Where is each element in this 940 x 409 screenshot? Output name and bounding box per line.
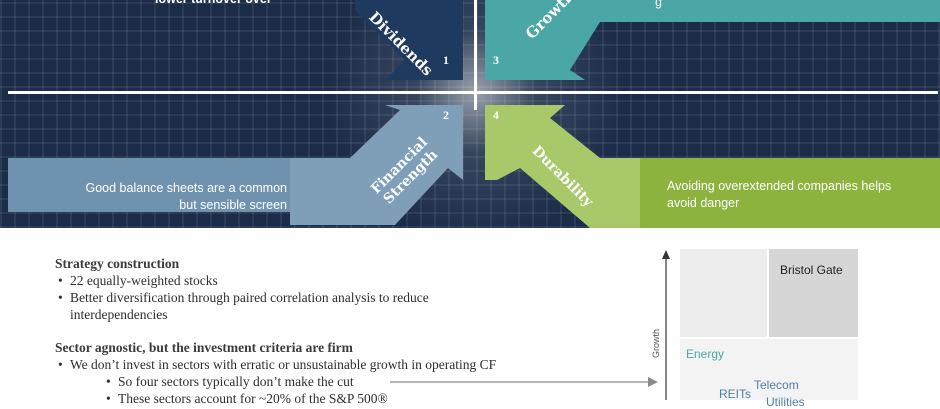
sector-bullet: We don’t invest in sectors with erratic … (55, 356, 635, 373)
strategy-bullet: Better diversification through paired co… (55, 289, 615, 306)
quadrant-4-description: Avoiding overextended companies helps av… (667, 178, 927, 212)
top-left-text: lower turnover over (155, 0, 272, 8)
cross-vertical-line (474, 0, 477, 110)
sector-sub-bullet: So four sectors typically don’t make the… (55, 373, 635, 390)
matrix-cell-top-right: Bristol Gate (769, 249, 858, 337)
quadrant-2-desc-line2: but sensible screen (179, 198, 287, 212)
matrix-cell-top-left (680, 249, 767, 337)
quadrant-2-desc-line1: Good balance sheets are a common (85, 181, 287, 195)
energy-label: Energy (686, 347, 725, 361)
reits-label: REITs (719, 387, 752, 401)
telecom-label: Telecom (754, 378, 799, 392)
sector-heading: Sector agnostic, but the investment crit… (55, 340, 353, 355)
quadrant-2-number: 2 (443, 108, 449, 122)
hero-graphic: lower turnover over Dividends 1 Growth 3… (0, 0, 940, 228)
quadrant-4-desc-line1: Avoiding overextended companies helps (667, 179, 892, 193)
growth-axis-arrow (662, 250, 670, 400)
sector-sub-bullet: These sectors account for ~20% of the S&… (55, 390, 635, 407)
quadrant-4-arrow (485, 105, 640, 228)
matrix-cell-bottom: Energy Telecom REITs Utilities (680, 339, 858, 409)
growth-axis-label: Growth (651, 328, 661, 358)
quadrant-3-number: 3 (493, 53, 499, 67)
quadrant-2-description: Good balance sheets are a common but sen… (72, 180, 287, 214)
quadrant-4-band (640, 158, 940, 228)
quadrant-4-number: 4 (493, 108, 499, 122)
cross-star-icon (466, 83, 485, 102)
strategy-bullet: 22 equally-weighted stocks (55, 272, 615, 289)
hero-arrows (8, 0, 940, 228)
sector-section: Sector agnostic, but the investment crit… (55, 339, 635, 407)
quadrant-1-number: 1 (443, 53, 449, 67)
quadrant-4-desc-line2: avoid danger (667, 196, 740, 210)
strategy-heading: Strategy construction (55, 256, 180, 271)
quadrant-2-band (8, 158, 290, 212)
strategy-bullet-continuation: interdependencies (70, 307, 168, 322)
quadrant-3-arrow (485, 0, 940, 80)
strategy-section: Strategy construction 22 equally-weighte… (55, 255, 615, 323)
connector-arrow (390, 377, 658, 387)
utilities-label-partial: Utilities (766, 395, 805, 409)
quadrant-1-arrow (355, 0, 463, 80)
bristol-gate-label: Bristol Gate (780, 263, 843, 277)
quadrant-2-arrow (290, 105, 463, 225)
quadrant-3-description-partial: g (655, 0, 662, 9)
